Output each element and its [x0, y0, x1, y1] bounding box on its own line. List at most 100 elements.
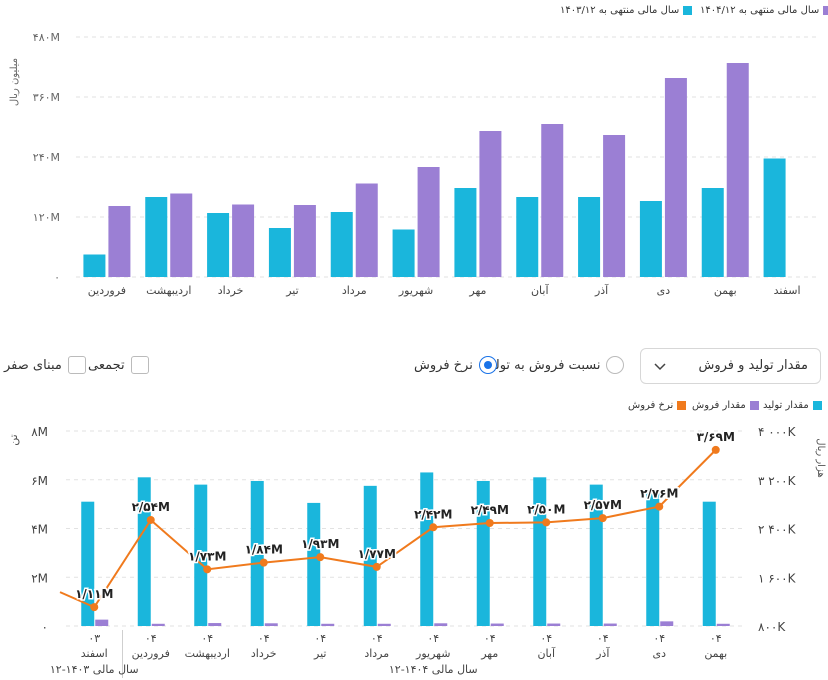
legend-item-sales[interactable]: مقدار فروش [692, 400, 759, 411]
bar-sales [716, 623, 730, 626]
bar-sales [151, 623, 165, 626]
x-tick-label: مرداد [342, 284, 367, 297]
x-year-label: ۰۴ [258, 632, 270, 645]
x-year-label: ۰۴ [371, 632, 383, 645]
radio-ratio-circle[interactable] [606, 356, 625, 374]
bar-1404 [170, 193, 193, 277]
legend-swatch-rate [677, 401, 687, 410]
bar-1403 [763, 158, 786, 277]
x-year-label: ۰۴ [201, 632, 213, 645]
checkbox-zero-base[interactable]: مبنای صفر [4, 356, 86, 374]
rate-point [146, 515, 155, 524]
rate-data-label: ۱/۷۷M [358, 547, 396, 561]
x-year-label: ۰۴ [540, 632, 552, 645]
rate-data-label: ۱/۷۳M [188, 549, 226, 563]
checkbox-zero-base-box[interactable] [67, 356, 86, 374]
bar-sales [434, 623, 448, 626]
checkbox-cumulative[interactable]: تجمعی [88, 356, 149, 374]
radio-rate-circle[interactable] [478, 356, 497, 374]
bar-1404 [293, 205, 316, 277]
left-tick-label: ۰ [42, 620, 48, 634]
x-tick-label: اردیبهشت [185, 647, 230, 660]
x-year-label: ۰۴ [710, 632, 722, 645]
bar-sales [490, 623, 504, 626]
radio-rate-label: نرخ فروش [414, 357, 473, 373]
bar-sales [547, 623, 561, 626]
rate-point [90, 603, 99, 612]
bar-production [533, 477, 547, 626]
bar-1404 [603, 135, 626, 277]
checkbox-cumulative-label: تجمعی [88, 357, 125, 373]
bar-1403 [145, 197, 168, 277]
bar-1404 [479, 131, 502, 277]
bar-1404 [108, 206, 131, 277]
legend-swatch-production [812, 401, 822, 410]
x-tick-label: آذر [594, 283, 609, 297]
rate-point [259, 558, 268, 567]
x-tick-label: شهریور [398, 284, 433, 297]
left-tick-label: ۲M [31, 571, 48, 585]
rate-data-label: ۲/۷۶M [640, 487, 678, 501]
x-year-label: ۰۴ [597, 632, 609, 645]
x-tick-label: آبان [537, 646, 555, 660]
legend-item-1403[interactable]: سال مالی منتهی به ۱۴۰۳/۱۲ [560, 5, 693, 16]
x-tick-label: تیر [313, 647, 326, 660]
bar-1404 [726, 63, 749, 277]
rate-point [203, 565, 212, 574]
left-tick-label: ۸M [31, 425, 48, 439]
right-tick-label: ۱ ۶۰۰K [758, 571, 797, 585]
bar-1404 [355, 183, 378, 277]
bar-sales [377, 623, 391, 626]
x-year-label: ۰۴ [653, 632, 665, 645]
rate-data-label: ۳/۶۹M [697, 430, 735, 444]
right-tick-label: ۸۰۰K [758, 620, 786, 634]
rate-data-label: ۱/۱۱M [75, 587, 113, 601]
legend-item-1404[interactable]: سال مالی منتهی به ۱۴۰۴/۱۲ [700, 5, 828, 16]
rate-point [711, 445, 720, 454]
y-tick-label: ۲۴۰M [33, 151, 60, 164]
bar-1404 [417, 167, 440, 277]
rate-point [542, 518, 551, 527]
chevron-down-icon [654, 363, 666, 371]
x-tick-label: اسفند [81, 647, 108, 660]
right-tick-label: ۴ ۰۰۰K [758, 425, 797, 439]
legend-item-rate[interactable]: نرخ فروش [628, 400, 687, 411]
bar-1403 [207, 213, 230, 277]
x-tick-label: خرداد [251, 647, 277, 660]
legend-label-rate: نرخ فروش [628, 400, 674, 411]
x-tick-label: آذر [595, 646, 610, 660]
x-tick-label: فروردین [88, 284, 126, 297]
rate-data-label: ۲/۴۹M [471, 503, 509, 517]
x-year-label: ۰۳ [88, 632, 100, 645]
radio-ratio[interactable]: نسبت فروش به تولید [485, 356, 625, 374]
year-group-label-1403: سال مالی ۱۴۰۳-۱۲ [50, 663, 139, 676]
x-tick-label: بهمن [714, 284, 737, 297]
x-tick-label: مرداد [364, 647, 389, 660]
rate-data-label: ۲/۵۷M [584, 498, 622, 512]
legend-label-production: مقدار تولید [763, 400, 809, 411]
right-tick-label: ۳ ۲۰۰K [758, 474, 797, 488]
bar-production [646, 491, 660, 626]
rate-point [316, 553, 325, 562]
x-tick-label: اردیبهشت [146, 284, 191, 297]
bar-production [363, 485, 377, 626]
rate-data-label: ۲/۵۰M [527, 502, 565, 516]
y-tick-label: ۴۸۰M [33, 31, 60, 44]
monthly-revenue-chart: ۰ ۱۲۰M ۲۴۰M ۳۶۰M ۴۸۰M میلیون ریال فروردین اردیب… [9, 31, 818, 297]
legend-label-sales: مقدار فروش [692, 400, 746, 411]
legend-item-production[interactable]: مقدار تولید [763, 400, 822, 411]
checkbox-cumulative-box[interactable] [130, 356, 149, 374]
bar-1403 [83, 254, 106, 277]
left-tick-label: ۴M [31, 523, 48, 537]
x-tick-label: مهر [480, 647, 498, 660]
bar-production [420, 472, 434, 626]
rate-point [372, 562, 381, 571]
rate-point [598, 514, 607, 523]
bar-sales [208, 623, 222, 626]
radio-rate[interactable]: نرخ فروش [414, 356, 497, 374]
legend-swatch-1404 [823, 6, 828, 15]
metric-select[interactable]: مقدار تولید و فروش [640, 348, 821, 384]
bar-sales [321, 623, 335, 626]
x-tick-label: فروردین [132, 647, 170, 660]
bar-1403 [701, 188, 724, 277]
